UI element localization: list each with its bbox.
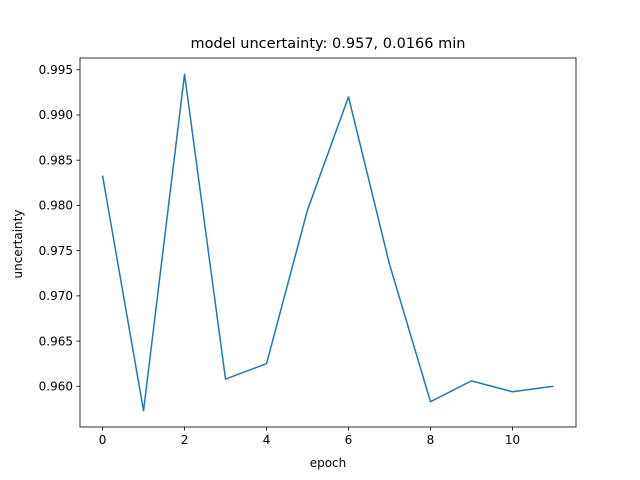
x-tick-label: 10 bbox=[505, 433, 520, 447]
x-tick-label: 0 bbox=[99, 433, 107, 447]
x-axis-label: epoch bbox=[310, 456, 347, 470]
axes-frame bbox=[79, 57, 577, 428]
y-tick-label: 0.985 bbox=[39, 153, 73, 167]
y-axis-label: uncertainty bbox=[11, 210, 25, 279]
series-line-0 bbox=[101, 73, 554, 412]
chart-title: model uncertainty: 0.957, 0.0166 min bbox=[191, 36, 466, 52]
x-tick-label: 2 bbox=[181, 433, 189, 447]
x-tick-label: 6 bbox=[345, 433, 353, 447]
y-tick-label: 0.980 bbox=[39, 199, 73, 213]
y-tick-label: 0.990 bbox=[39, 108, 73, 122]
x-tick-label: 4 bbox=[263, 433, 271, 447]
plot-area: 0 2 4 6 8 10 0.960 0.965 0.970 0.975 0.980 0.985 0.9… bbox=[39, 57, 577, 447]
y-tick-label: 0.970 bbox=[39, 289, 73, 303]
x-tick-label: 8 bbox=[427, 433, 435, 447]
y-tick-label: 0.960 bbox=[39, 380, 73, 394]
y-tick-label: 0.965 bbox=[39, 334, 73, 348]
y-tick-label: 0.995 bbox=[39, 63, 73, 77]
y-tick-label: 0.975 bbox=[39, 244, 73, 258]
